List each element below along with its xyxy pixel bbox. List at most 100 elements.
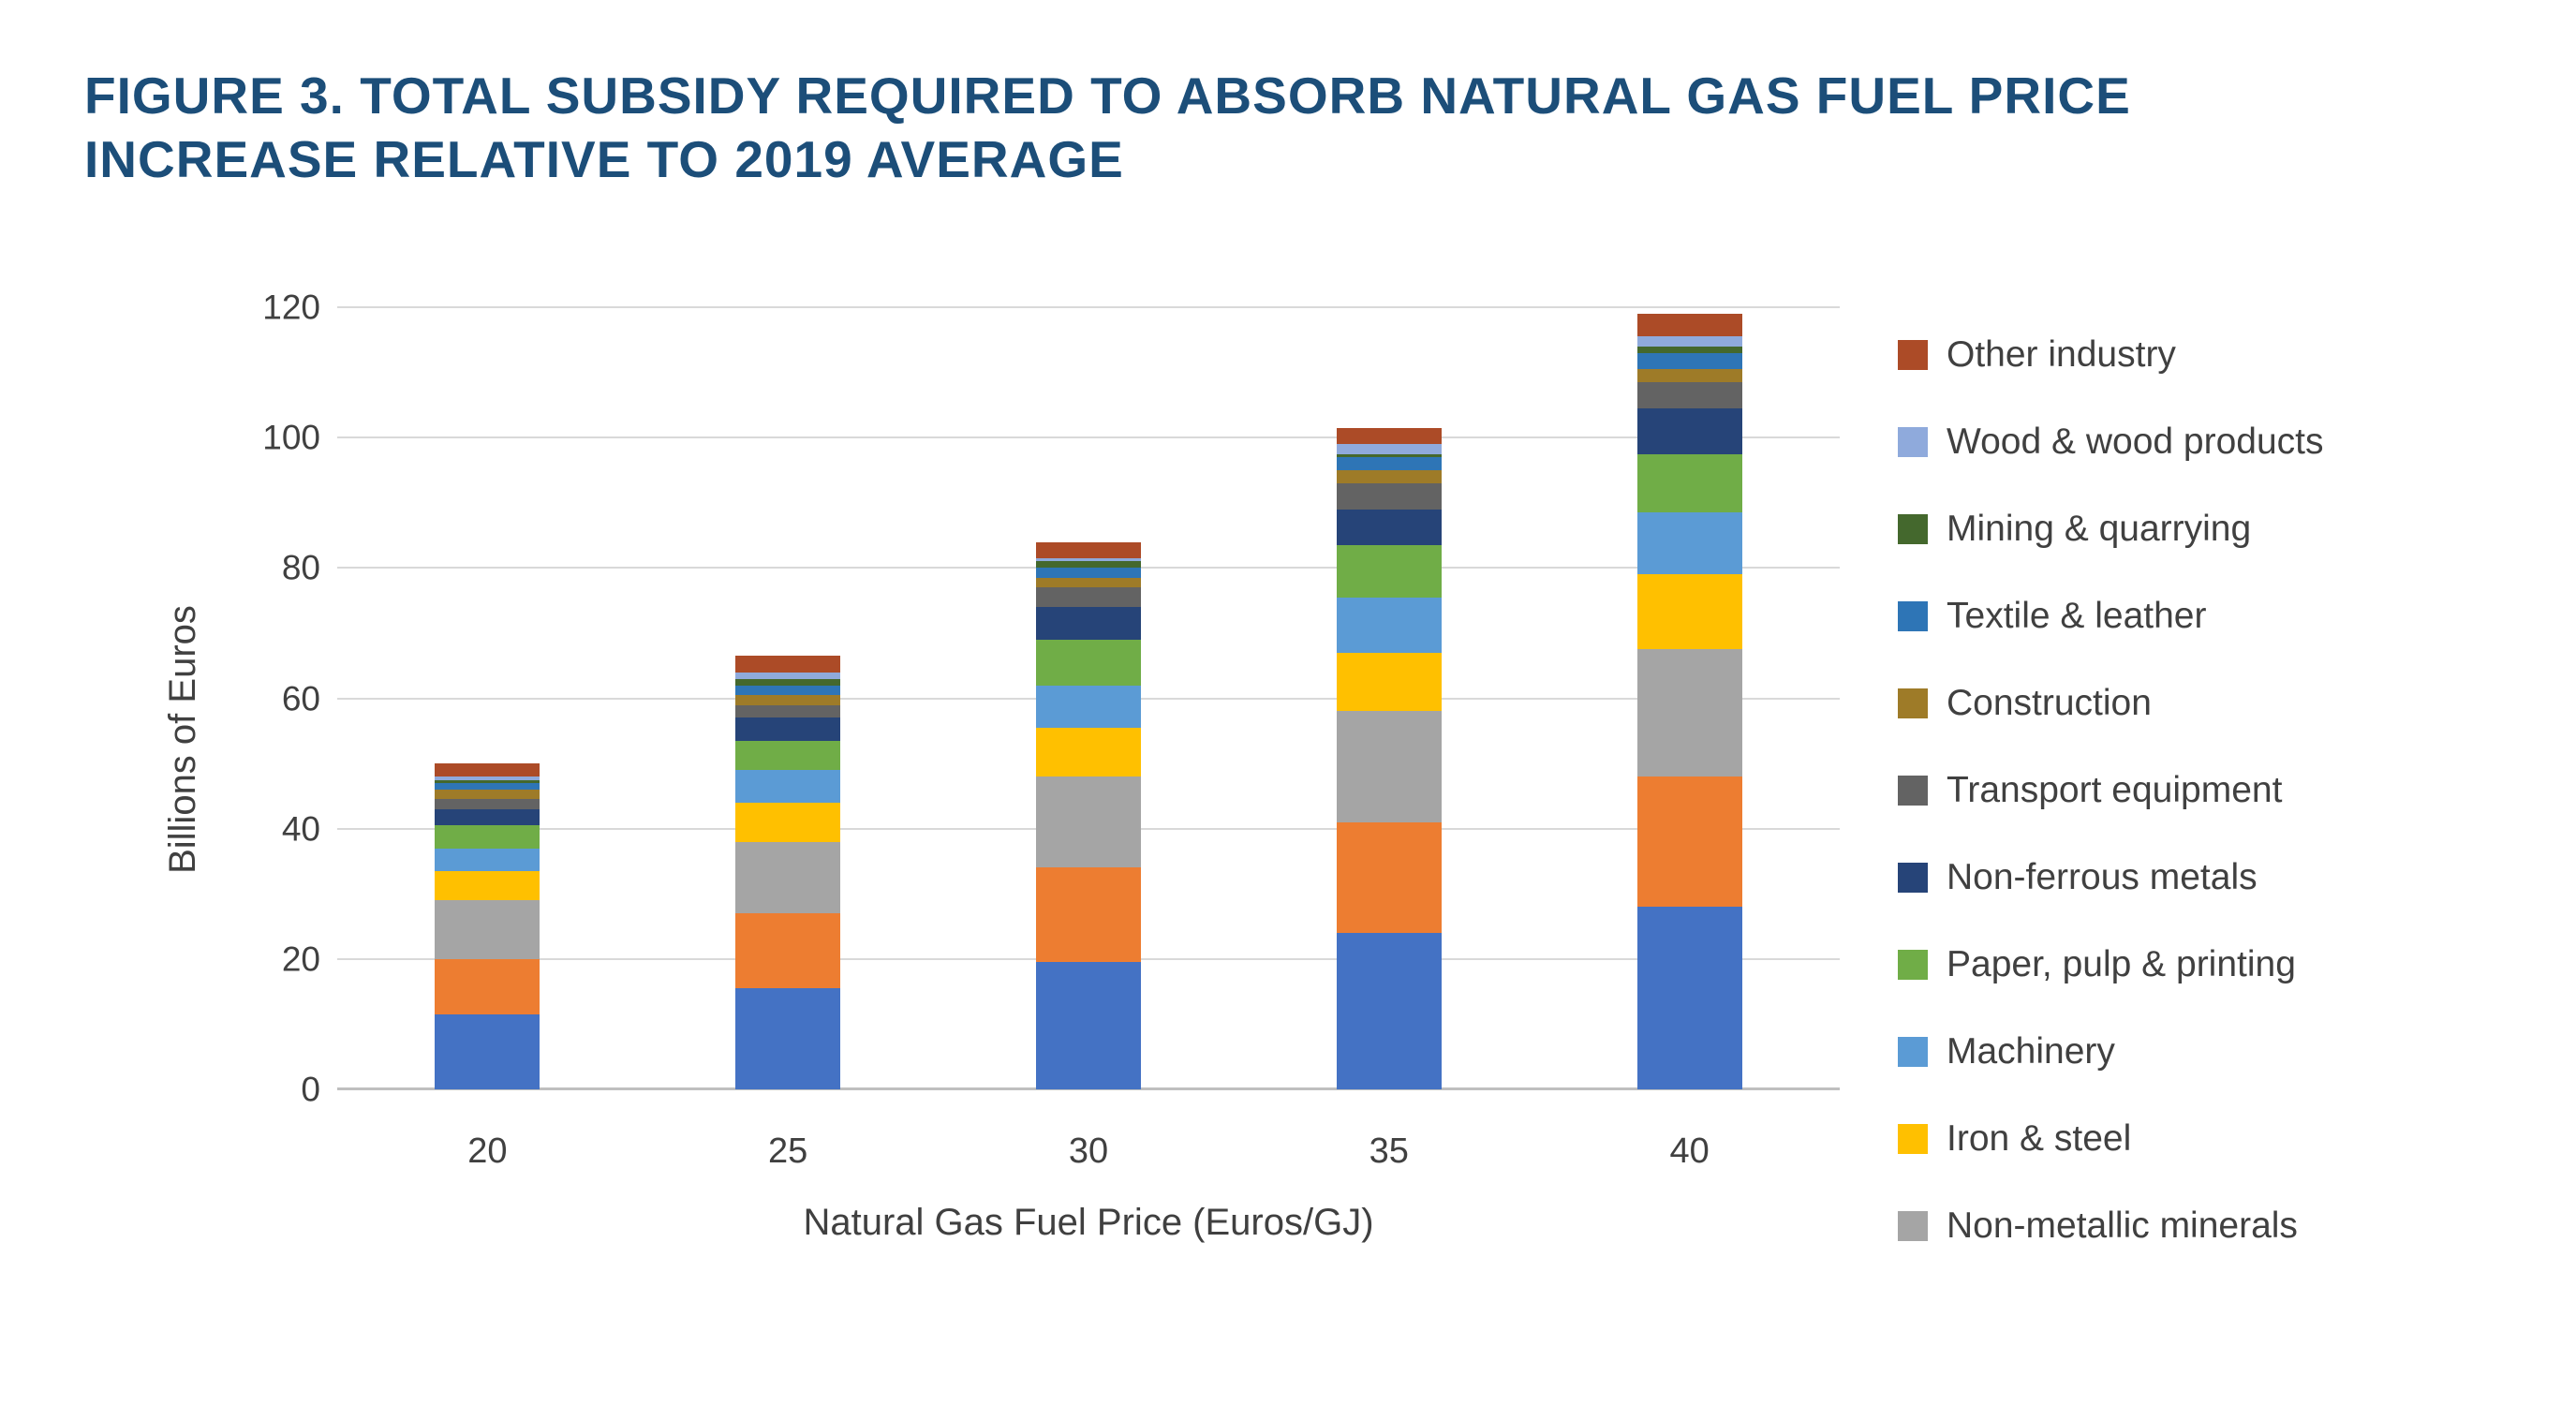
bar-segment-non-metallic-minerals	[1636, 649, 1742, 777]
legend-item-paper-pulp-printing: Paper, pulp & printing	[1898, 938, 2324, 991]
legend-swatch-mining-quarrying	[1898, 513, 1928, 544]
y-axis-tick-label: 0	[301, 1070, 320, 1109]
bar-column-25	[638, 307, 939, 1089]
legend-item-mining-quarrying: Mining & quarrying	[1898, 502, 2324, 555]
bar-segment-machinery	[435, 848, 540, 871]
bar-segment-transport-equipment	[435, 799, 540, 809]
bar-segment-non-metallic-minerals	[1035, 776, 1141, 868]
bar-column-40	[1539, 307, 1840, 1089]
stacked-bar-25	[735, 307, 841, 1089]
bar-segment-other-industry	[435, 763, 540, 777]
stacked-bar-20	[435, 307, 540, 1089]
bar-segment-iron-steel	[435, 870, 540, 901]
bar-segment-textile-leather	[435, 783, 540, 790]
y-axis-tick-label: 20	[281, 939, 320, 979]
bar-segment-construction	[1336, 470, 1442, 483]
bar-segment-wood-wood-products	[735, 672, 841, 679]
bar-segment-iron-steel	[1035, 727, 1141, 777]
bar-segment-construction	[735, 695, 841, 705]
bar-segment-series-1-blue-legend-not-visible	[735, 988, 841, 1089]
legend-label-textile-leather: Textile & leather	[1947, 595, 2207, 636]
legend-swatch-transport-equipment	[1898, 775, 1928, 806]
bar-segment-series-1-blue-legend-not-visible	[1636, 907, 1742, 1089]
y-axis-tick-label: 120	[262, 288, 320, 327]
bar-segment-non-ferrous-metals	[1636, 407, 1742, 454]
bar-segment-transport-equipment	[735, 704, 841, 718]
bar-segment-paper-pulp-printing	[435, 825, 540, 849]
bar-segment-paper-pulp-printing	[1035, 639, 1141, 686]
legend-swatch-paper-pulp-printing	[1898, 949, 1928, 980]
bar-segment-series-2-orange-legend-not-visible	[1636, 776, 1742, 908]
bar-segment-series-2-orange-legend-not-visible	[1336, 821, 1442, 933]
bar-segment-iron-steel	[1336, 652, 1442, 712]
legend-item-wood-wood-products: Wood & wood products	[1898, 415, 2324, 468]
legend-item-non-metallic-minerals: Non-metallic minerals	[1898, 1199, 2324, 1252]
figure-title-line1: FIGURE 3. TOTAL SUBSIDY REQUIRED TO ABSO…	[84, 67, 2131, 125]
bar-segment-mining-quarrying	[1035, 561, 1141, 569]
stacked-bar-40	[1636, 307, 1742, 1089]
bar-segment-non-metallic-minerals	[1336, 711, 1442, 822]
legend-item-machinery: Machinery	[1898, 1025, 2324, 1078]
x-tick-labels: 20 25 30 35 40	[337, 1131, 1840, 1172]
bar-segment-series-2-orange-legend-not-visible	[435, 958, 540, 1014]
y-axis-tick-label: 60	[281, 679, 320, 717]
bar-segment-paper-pulp-printing	[1336, 545, 1442, 598]
bar-segment-construction	[1636, 369, 1742, 383]
legend-swatch-non-ferrous-metals	[1898, 862, 1928, 893]
bar-segment-transport-equipment	[1035, 587, 1141, 608]
x-axis-tick-label: 25	[768, 1131, 808, 1171]
x-axis-title: Natural Gas Fuel Price (Euros/GJ)	[803, 1202, 1374, 1243]
bar-segment-transport-equipment	[1336, 482, 1442, 510]
stacked-bar-35	[1336, 307, 1442, 1089]
bar-segment-textile-leather	[735, 685, 841, 696]
legend-item-transport-equipment: Transport equipment	[1898, 763, 2324, 817]
bar-segment-non-metallic-minerals	[735, 841, 841, 914]
stacked-bar-30	[1035, 307, 1141, 1089]
x-axis-tick-label: 20	[467, 1131, 508, 1171]
bar-segment-non-ferrous-metals	[435, 808, 540, 826]
bar-segment-mining-quarrying	[435, 779, 540, 783]
legend-label-paper-pulp-printing: Paper, pulp & printing	[1947, 943, 2296, 984]
legend-label-wood-wood-products: Wood & wood products	[1947, 421, 2324, 462]
y-axis-tick-label: 40	[281, 809, 320, 849]
legend-item-other-industry: Other industry	[1898, 328, 2324, 381]
bar-segment-machinery	[735, 770, 841, 803]
legend-swatch-iron-steel	[1898, 1123, 1928, 1154]
legend-item-non-ferrous-metals: Non-ferrous metals	[1898, 850, 2324, 904]
legend-swatch-machinery	[1898, 1036, 1928, 1067]
bar-segment-series-1-blue-legend-not-visible	[1035, 962, 1141, 1089]
bar-segment-other-industry	[1636, 314, 1742, 337]
bar-segment-wood-wood-products	[435, 776, 540, 780]
legend-item-iron-steel: Iron & steel	[1898, 1112, 2324, 1165]
legend-label-non-metallic-minerals: Non-metallic minerals	[1947, 1205, 2298, 1246]
bar-segment-machinery	[1336, 597, 1442, 653]
bar-segment-transport-equipment	[1636, 382, 1742, 408]
bar-segment-mining-quarrying	[1636, 346, 1742, 353]
bar-segment-other-industry	[1035, 541, 1141, 558]
bar-segment-textile-leather	[1636, 352, 1742, 370]
bar-segment-other-industry	[735, 656, 841, 673]
bar-segment-series-1-blue-legend-not-visible	[1336, 933, 1442, 1089]
plot-area	[337, 306, 1840, 1090]
bar-segment-non-ferrous-metals	[1336, 509, 1442, 546]
x-axis-tick-label: 30	[1068, 1131, 1109, 1171]
legend-item-construction: Construction	[1898, 676, 2324, 730]
bar-segment-other-industry	[1336, 427, 1442, 445]
legend-swatch-construction	[1898, 688, 1928, 718]
bar-segment-textile-leather	[1035, 568, 1141, 578]
legend-item-textile-leather: Textile & leather	[1898, 589, 2324, 643]
bar-column-30	[939, 307, 1239, 1089]
bar-segment-machinery	[1035, 685, 1141, 728]
legend: Other industry Wood & wood products Mining…	[1898, 328, 2324, 1252]
x-axis-tick-label: 40	[1669, 1131, 1710, 1171]
legend-swatch-other-industry	[1898, 339, 1928, 370]
bar-segment-iron-steel	[1636, 574, 1742, 650]
legend-swatch-wood-wood-products	[1898, 426, 1928, 457]
figure-title-line2: INCREASE RELATIVE TO 2019 AVERAGE	[84, 130, 1124, 189]
legend-label-non-ferrous-metals: Non-ferrous metals	[1947, 856, 2258, 897]
bar-segment-machinery	[1636, 512, 1742, 575]
legend-swatch-textile-leather	[1898, 600, 1928, 631]
figure-title: FIGURE 3. TOTAL SUBSIDY REQUIRED TO ABSO…	[84, 64, 2131, 191]
bar-segment-iron-steel	[735, 802, 841, 842]
